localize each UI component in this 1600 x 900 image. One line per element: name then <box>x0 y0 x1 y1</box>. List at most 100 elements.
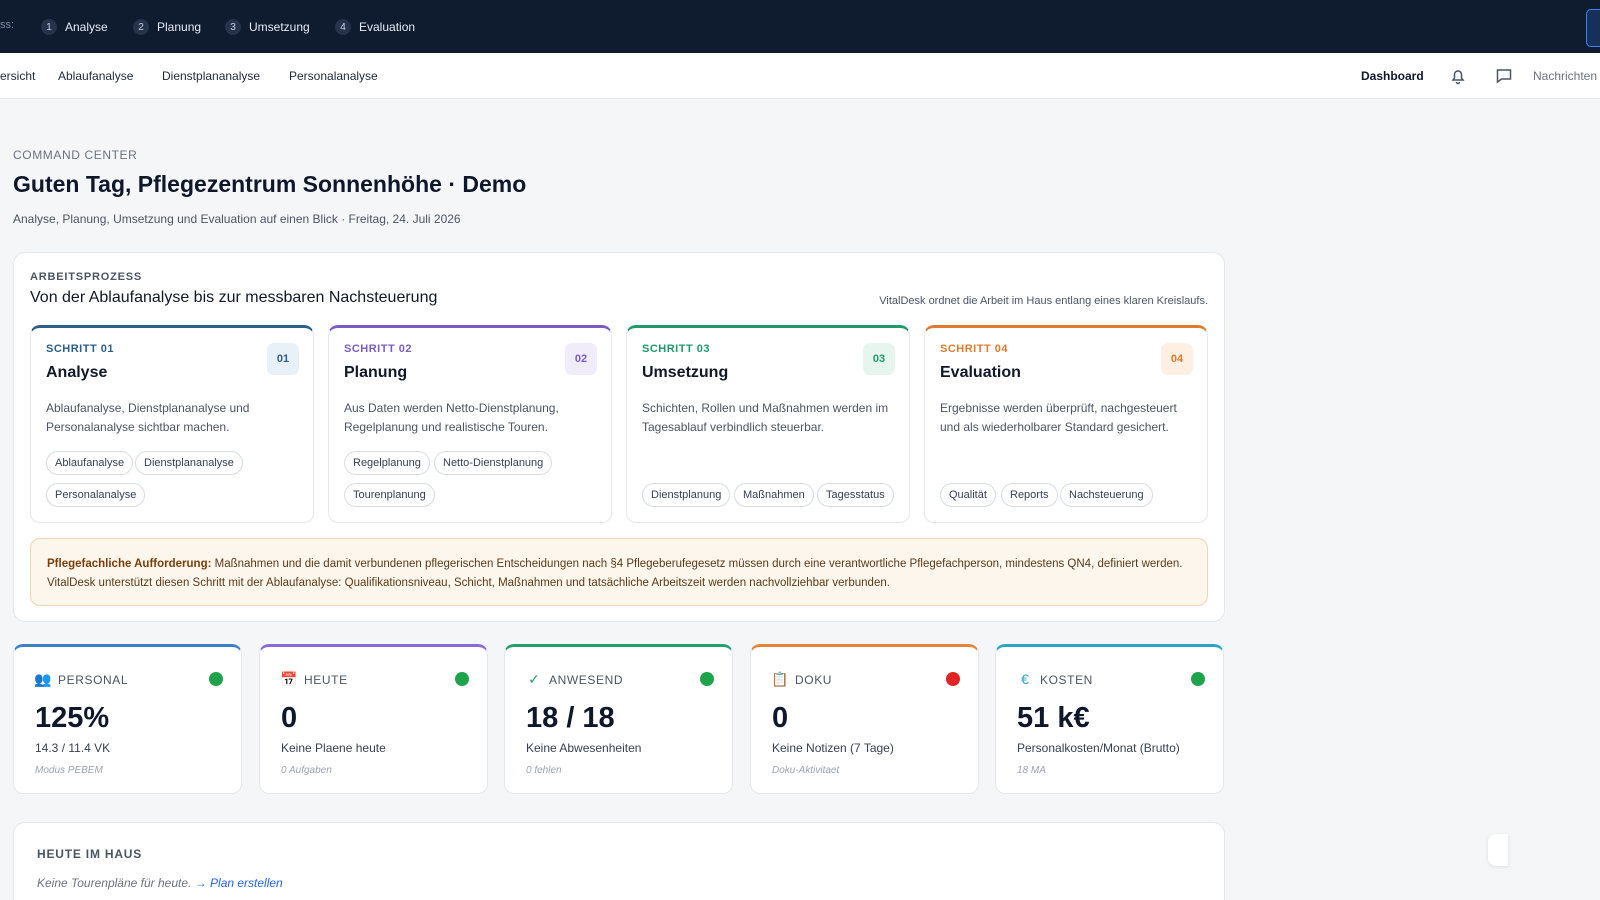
kpi-card-doku[interactable]: 📋 DOKU 0 Keine Notizen (7 Tage) Doku-Akt… <box>750 644 979 794</box>
today-in-house-panel: HEUTE IM HAUS Keine Tourenpläne für heut… <box>13 822 1225 900</box>
kpi-subtext: 14.3 / 11.4 VK <box>35 741 111 755</box>
topbar-edge-button[interactable] <box>1586 9 1600 47</box>
card-step-badge: 01 <box>267 343 299 375</box>
care-requirement-notice: Pflegefachliche Aufforderung: Maßnahmen … <box>30 538 1208 606</box>
kpi-label: ANWESEND <box>549 673 624 687</box>
kpi-card-anwesend[interactable]: ✓ ANWESEND 18 / 18 Keine Abwesenheiten 0… <box>504 644 733 794</box>
notice-heading: Pflegefachliche Aufforderung: <box>47 558 212 570</box>
chip-massnahmen[interactable]: Maßnahmen <box>734 483 814 507</box>
step-number: 3 <box>225 19 241 35</box>
chip-dienstplanung[interactable]: Dienstplanung <box>642 483 731 507</box>
kpi-value: 125% <box>35 702 110 734</box>
kpi-subtext: Keine Abwesenheiten <box>526 741 642 755</box>
step-card-analyse[interactable]: SCHRITT 01 01 Analyse Ablaufanalyse, Die… <box>30 325 314 523</box>
card-description: Aus Daten werden Netto-Dienstplanung, Re… <box>344 401 559 434</box>
chip-regelplanung[interactable]: Regelplanung <box>344 451 430 475</box>
kpi-label: HEUTE <box>304 673 348 687</box>
page-eyebrow: COMMAND CENTER <box>13 148 138 162</box>
process-panel: ARBEITSPROZESS Von der Ablaufanalyse bis… <box>13 252 1225 622</box>
people-icon: 👥 <box>34 670 52 687</box>
kpi-meta: 0 fehlen <box>526 765 562 776</box>
process-eyebrow: ARBEITSPROZESS <box>30 271 143 283</box>
step-number: 2 <box>133 19 149 35</box>
kpi-card-personal[interactable]: 👥 PERSONAL 125% 14.3 / 11.4 VK Modus PEB… <box>13 644 242 794</box>
status-dot <box>1191 672 1205 686</box>
kpi-subtext: Keine Notizen (7 Tage) <box>772 741 894 755</box>
page-subtitle: Analyse, Planung, Umsetzung und Evaluati… <box>13 212 461 226</box>
chip-netto-dienstplanung[interactable]: Netto-Dienstplanung <box>434 451 553 475</box>
nav-link-personalanalyse[interactable]: Personalanalyse <box>289 69 378 83</box>
card-description: Ablaufanalyse, Dienstplananalyse und Per… <box>46 401 250 434</box>
topbar-step-umsetzung[interactable]: 3 Umsetzung <box>225 18 310 36</box>
bell-icon[interactable] <box>1448 66 1468 86</box>
topbar-step-analyse[interactable]: 1 Analyse <box>41 18 108 36</box>
kpi-meta: Doku-Aktivitaet <box>772 765 840 776</box>
step-card-planung[interactable]: SCHRITT 02 02 Planung Aus Daten werden N… <box>328 325 612 523</box>
check-icon: ✓ <box>528 670 540 687</box>
clipboard-icon: 📋 <box>771 670 789 687</box>
nav-link-ablaufanalyse[interactable]: Ablaufanalyse <box>58 69 134 83</box>
card-step-badge: 03 <box>863 343 895 375</box>
card-step-label: SCHRITT 02 <box>344 343 412 355</box>
kpi-label: DOKU <box>795 673 833 687</box>
card-step-badge: 04 <box>1161 343 1193 375</box>
euro-icon: € <box>1021 671 1029 687</box>
chip-tagesstatus[interactable]: Tagesstatus <box>817 483 894 507</box>
nav-link-uebersicht[interactable]: ersicht <box>0 69 36 83</box>
card-title: Planung <box>344 364 408 381</box>
status-dot <box>946 672 960 686</box>
step-label: Planung <box>157 20 202 34</box>
chip-nachsteuerung[interactable]: Nachsteuerung <box>1060 483 1153 507</box>
calendar-icon: 📅 <box>280 670 298 687</box>
chip-personalanalyse[interactable]: Personalanalyse <box>46 483 146 507</box>
card-description: Schichten, Rollen und Maßnahmen werden i… <box>642 401 889 434</box>
kpi-card-heute[interactable]: 📅 HEUTE 0 Keine Plaene heute 0 Aufgaben <box>259 644 488 794</box>
card-step-label: SCHRITT 04 <box>940 343 1008 355</box>
card-description: Ergebnisse werden überprüft, nachgesteue… <box>940 401 1177 434</box>
card-step-label: SCHRITT 03 <box>642 343 710 355</box>
status-dot <box>455 672 469 686</box>
page-title: Guten Tag, Pflegezentrum Sonnenhöhe · De… <box>13 171 527 197</box>
kpi-label: KOSTEN <box>1040 673 1093 687</box>
nav-link-nachrichten[interactable]: Nachrichten <box>1533 69 1598 83</box>
chip-dienstplananalyse[interactable]: Dienstplananalyse <box>135 451 243 475</box>
house-empty-state: Keine Tourenpläne für heute. → Plan erst… <box>37 876 283 890</box>
chat-icon[interactable] <box>1494 66 1514 86</box>
status-dot <box>700 672 714 686</box>
kpi-subtext: Personalkosten/Monat (Brutto) <box>1017 741 1180 755</box>
kpi-value: 51 k€ <box>1017 702 1090 734</box>
card-title: Umsetzung <box>642 364 729 381</box>
kpi-meta: Modus PEBEM <box>35 765 103 776</box>
card-title: Analyse <box>46 364 108 381</box>
chip-qualitaet[interactable]: Qualität <box>940 483 996 507</box>
sub-navigation: ersicht Ablaufanalyse Dienstplananalyse … <box>0 53 1600 99</box>
card-step-badge: 02 <box>565 343 597 375</box>
step-label: Analyse <box>65 20 108 34</box>
kpi-card-kosten[interactable]: € KOSTEN 51 k€ Personalkosten/Monat (Bru… <box>995 644 1224 794</box>
card-step-label: SCHRITT 01 <box>46 343 114 355</box>
kpi-meta: 18 MA <box>1017 765 1046 776</box>
process-note: VitalDesk ordnet die Arbeit im Haus entl… <box>879 295 1208 307</box>
create-plan-link[interactable]: → Plan erstellen <box>194 876 283 890</box>
kpi-label: PERSONAL <box>58 673 129 687</box>
topbar-step-evaluation[interactable]: 4 Evaluation <box>335 18 415 36</box>
house-empty-text: Keine Tourenpläne für heute. <box>37 876 195 890</box>
chip-tourenplanung[interactable]: Tourenplanung <box>344 483 435 507</box>
step-card-evaluation[interactable]: SCHRITT 04 04 Evaluation Ergebnisse werd… <box>924 325 1208 523</box>
step-card-umsetzung[interactable]: SCHRITT 03 03 Umsetzung Schichten, Rolle… <box>626 325 910 523</box>
topbar-cut-label: ss: <box>0 19 15 31</box>
nav-link-dienstplananalyse[interactable]: Dienstplananalyse <box>162 69 261 83</box>
kpi-value: 18 / 18 <box>526 702 615 734</box>
nav-link-dashboard[interactable]: Dashboard <box>1361 69 1424 83</box>
card-title: Evaluation <box>940 364 1021 381</box>
chip-reports[interactable]: Reports <box>1001 483 1058 507</box>
topbar-step-planung[interactable]: 2 Planung <box>133 18 201 36</box>
chip-ablaufanalyse[interactable]: Ablaufanalyse <box>46 451 134 475</box>
kpi-value: 0 <box>281 702 298 734</box>
process-title: Von der Ablaufanalyse bis zur messbaren … <box>30 289 438 306</box>
kpi-meta: 0 Aufgaben <box>281 765 332 776</box>
floating-side-tab[interactable] <box>1488 834 1508 866</box>
step-label: Evaluation <box>359 20 416 34</box>
step-label: Umsetzung <box>249 20 310 34</box>
step-number: 1 <box>41 19 57 35</box>
